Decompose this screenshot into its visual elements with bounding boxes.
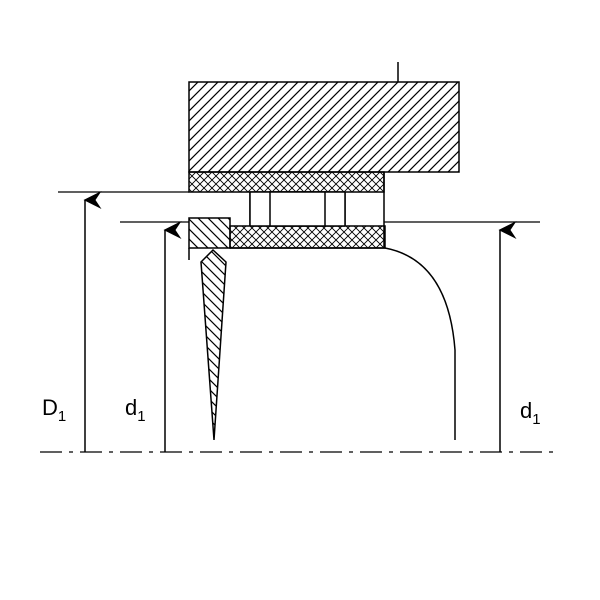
gap-left [250,192,270,226]
label-D1: D1 [42,395,66,425]
diagram-svg: D1 d1 d1 [0,0,600,600]
label-d1-left: d1 [125,395,146,425]
inner-shoulder-left [189,218,230,248]
shaft-curve-right [385,248,455,440]
inner-race [230,226,385,248]
label-d1-right: d1 [520,398,541,428]
outer-housing [189,82,459,172]
outer-race [189,172,384,192]
spike [201,250,226,440]
bearing-diagram: D1 d1 d1 [0,0,600,600]
gap-right [325,192,345,226]
